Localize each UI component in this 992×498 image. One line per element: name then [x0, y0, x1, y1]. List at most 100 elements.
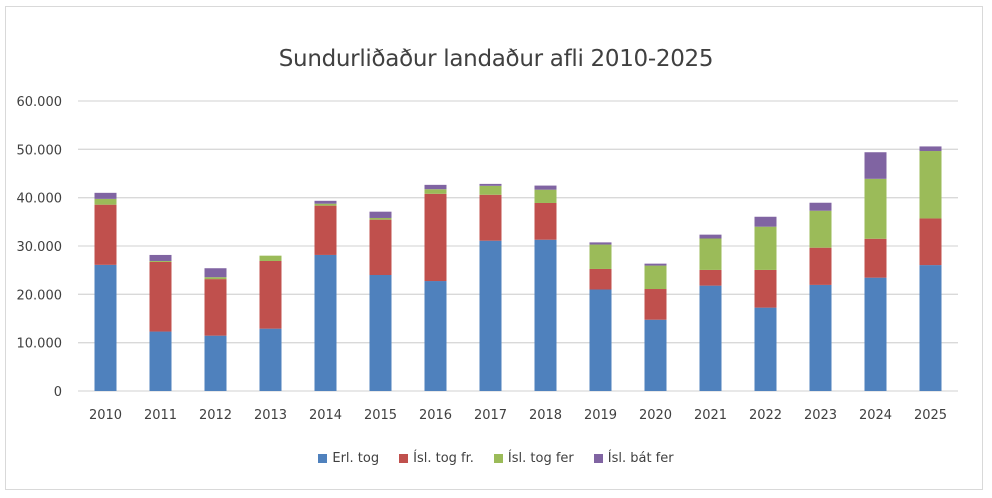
- bar-segment--sl-tog-fer-2021: [699, 238, 722, 270]
- x-tick-label: 2021: [694, 408, 727, 423]
- y-tick-label: 30.000: [17, 240, 63, 255]
- bar-segment--sl-b-t-fer-2012: [204, 268, 227, 278]
- bar-segment--sl-tog-fr--2025: [919, 218, 942, 266]
- bar-segment-erl-tog-2021: [699, 285, 722, 391]
- bar-segment--sl-b-t-fer-2010: [94, 192, 117, 199]
- bar-segment-erl-tog-2010: [94, 264, 117, 391]
- x-tick-label: 2010: [89, 408, 122, 423]
- bar-segment--sl-tog-fer-2019: [589, 244, 612, 269]
- bar-segment--sl-tog-fer-2010: [94, 198, 117, 205]
- x-tick-label: 2013: [254, 408, 287, 423]
- bar-segment--sl-tog-fr--2022: [754, 269, 777, 308]
- bar-segment--sl-b-t-fer-2019: [589, 242, 612, 245]
- bar-segment--sl-tog-fer-2012: [204, 277, 227, 280]
- bar-segment--sl-b-t-fer-2022: [754, 216, 777, 227]
- bar-segment--sl-b-t-fer-2023: [809, 202, 832, 211]
- bar-segment--sl-tog-fr--2011: [149, 261, 172, 332]
- y-tick-label: 0: [54, 385, 62, 400]
- x-tick-label: 2016: [419, 408, 452, 423]
- bar-segment-erl-tog-2017: [479, 240, 502, 391]
- bar-segment-erl-tog-2019: [589, 289, 612, 391]
- bar-segment-erl-tog-2014: [314, 254, 337, 391]
- x-tick-label: 2019: [584, 408, 617, 423]
- bar-segment--sl-tog-fer-2025: [919, 151, 942, 219]
- legend-label: Ísl. bát fer: [607, 451, 674, 466]
- bar-segment--sl-tog-fer-2018: [534, 189, 557, 203]
- x-tick-label: 2014: [309, 408, 342, 423]
- bar-segment--sl-b-t-fer-2024: [864, 152, 887, 179]
- bar-segment--sl-tog-fr--2018: [534, 202, 557, 240]
- bar-segment-erl-tog-2023: [809, 284, 832, 391]
- bar-segment-erl-tog-2013: [259, 328, 282, 391]
- chart-frame: [5, 6, 983, 490]
- legend-label: Erl. tog: [332, 451, 380, 466]
- bar-segment-erl-tog-2022: [754, 307, 777, 391]
- y-tick-label: 50.000: [17, 143, 63, 158]
- bar-segment--sl-b-t-fer-2025: [919, 146, 942, 152]
- x-tick-label: 2024: [859, 408, 892, 423]
- bar-segment--sl-tog-fer-2024: [864, 178, 887, 239]
- legend-label: Ísl. tog fr.: [413, 451, 474, 466]
- legend-item: Erl. tog: [318, 451, 379, 466]
- bar-segment--sl-tog-fr--2021: [699, 269, 722, 286]
- bar-segment-erl-tog-2024: [864, 277, 887, 391]
- bar-segment--sl-tog-fer-2023: [809, 210, 832, 248]
- x-tick-label: 2025: [914, 408, 947, 423]
- bar-segment-erl-tog-2015: [369, 275, 392, 391]
- bar-segment--sl-tog-fr--2013: [259, 260, 282, 329]
- legend-item: Ísl. tog fer: [493, 451, 574, 466]
- bar-segment-erl-tog-2025: [919, 265, 942, 391]
- legend: Erl. tog Ísl. tog fr. Ísl. tog fer Ísl. bát…: [0, 451, 992, 466]
- x-tick-label: 2012: [199, 408, 232, 423]
- bar-segment--sl-tog-fr--2015: [369, 219, 392, 275]
- bar-segment--sl-b-t-fer-2015: [369, 211, 392, 218]
- legend-item: Ísl. tog fr.: [399, 451, 474, 466]
- x-tick-label: 2023: [804, 408, 837, 423]
- legend-swatch: [493, 454, 503, 463]
- x-tick-label: 2020: [639, 408, 672, 423]
- bar-segment--sl-tog-fr--2020: [644, 289, 667, 320]
- bar-segment-erl-tog-2012: [204, 335, 227, 391]
- x-tick-label: 2015: [364, 408, 397, 423]
- bar-segment-erl-tog-2020: [644, 319, 667, 391]
- x-tick-label: 2011: [144, 408, 177, 423]
- bar-segment--sl-tog-fr--2017: [479, 194, 502, 241]
- bar-segment--sl-tog-fer-2011: [149, 260, 172, 262]
- y-tick-label: 40.000: [17, 192, 63, 207]
- bar-segment--sl-tog-fer-2016: [424, 189, 447, 194]
- bar-segment--sl-tog-fr--2014: [314, 205, 337, 255]
- bar-segment--sl-b-t-fer-2021: [699, 234, 722, 239]
- y-tick-label: 10.000: [17, 337, 63, 352]
- bar-segment--sl-tog-fr--2023: [809, 247, 832, 285]
- chart-title: Sundurliðaður landaður afli 2010-2025: [278, 46, 714, 72]
- bar-segment-erl-tog-2018: [534, 239, 557, 391]
- bar-segment--sl-tog-fer-2015: [369, 217, 392, 220]
- bar-segment--sl-tog-fer-2013: [259, 255, 282, 261]
- bar-segment--sl-tog-fr--2024: [864, 238, 887, 278]
- legend-swatch: [593, 454, 603, 463]
- bar-segment--sl-tog-fer-2020: [644, 265, 667, 290]
- bar-segment--sl-tog-fr--2016: [424, 193, 447, 282]
- bar-segment-erl-tog-2016: [424, 281, 447, 391]
- legend-swatch: [318, 454, 328, 463]
- legend-item: Ísl. bát fer: [593, 451, 674, 466]
- bar-segment--sl-tog-fer-2014: [314, 203, 337, 206]
- bar-segment--sl-tog-fer-2022: [754, 226, 777, 270]
- bar-segment--sl-tog-fr--2012: [204, 279, 227, 336]
- bar-segment--sl-b-t-fer-2017: [479, 183, 502, 186]
- y-tick-label: 60.000: [17, 95, 63, 110]
- bar-segment--sl-b-t-fer-2018: [534, 185, 557, 190]
- legend-swatch: [399, 454, 409, 463]
- bar-segment--sl-tog-fr--2019: [589, 268, 612, 290]
- bar-segment--sl-tog-fer-2017: [479, 185, 502, 195]
- bar-segment--sl-b-t-fer-2014: [314, 200, 337, 204]
- y-tick-label: 20.000: [17, 288, 63, 303]
- legend-label: Ísl. tog fer: [507, 451, 574, 466]
- bar-segment--sl-b-t-fer-2011: [149, 254, 172, 261]
- bar-segment--sl-b-t-fer-2016: [424, 184, 447, 190]
- x-tick-label: 2022: [749, 408, 782, 423]
- bar-segment-erl-tog-2011: [149, 331, 172, 391]
- bar-segment--sl-b-t-fer-2020: [644, 263, 667, 266]
- x-tick-label: 2018: [529, 408, 562, 423]
